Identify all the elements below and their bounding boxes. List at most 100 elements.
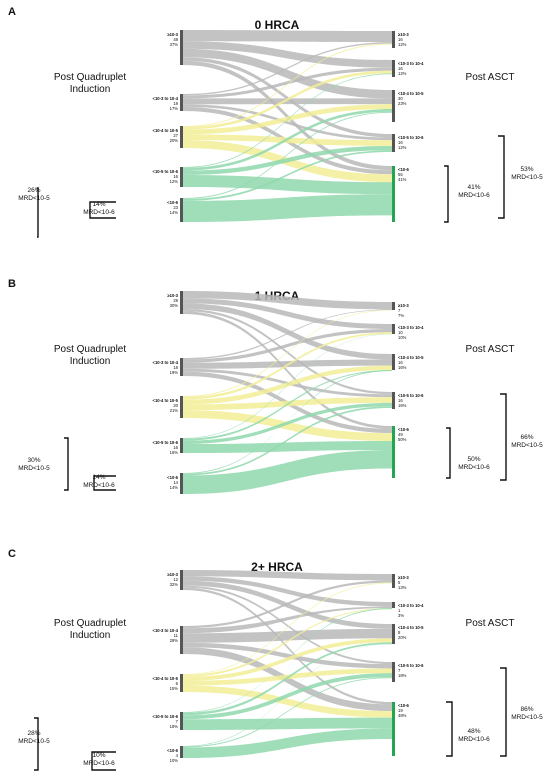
left-node-label: <10-4 to 10-5 6 15% [152, 676, 179, 691]
sankey-diagram [37, 30, 505, 238]
right-node-label: <10-6 49 50% [398, 427, 409, 442]
sankey-flow [183, 450, 392, 494]
right-node-bar [392, 602, 395, 608]
left-stage-label: Post Quadruplet Induction [53, 618, 127, 641]
left-node-bar [180, 94, 183, 111]
right-node-bar [392, 702, 395, 756]
left-node-bar [180, 674, 183, 692]
sankey-flow [183, 406, 392, 476]
sankey-flow [183, 291, 392, 310]
right-node-bar [392, 574, 395, 588]
right-stage-label: Post ASCT [465, 72, 515, 83]
right-node-bar [392, 662, 395, 682]
right-node-bar [392, 624, 395, 644]
left-node-label: <10-5 to 10-6 16 12% [152, 169, 179, 184]
sankey-flow [183, 311, 392, 429]
sankey-flow [183, 41, 392, 68]
left-node-bar [180, 396, 183, 418]
left-node-bar [180, 30, 183, 65]
panel-b: B 1 HRCA Post Quadruplet Induction Post … [0, 258, 554, 520]
right-node-bar [392, 166, 395, 222]
right-node-label: <10-6 55 41% [398, 167, 409, 182]
sankey-flow [183, 145, 392, 175]
sankey-flow [183, 638, 392, 681]
left-node-label: <10-3 to 10-4 11 28% [152, 628, 179, 643]
left-node-label: <10-4 to 10-5 20 21% [152, 398, 179, 413]
left-outer-bracket-label: 26% MRD<10-5 [18, 187, 50, 202]
sankey-flow [183, 332, 392, 400]
left-node-label: ≥10-3 48 37% [167, 32, 178, 47]
sankey-flow [183, 673, 392, 720]
sankey-flow [183, 642, 392, 669]
sankey-flow [183, 441, 392, 453]
sankey-diagram [34, 570, 507, 771]
right-stage-label: Post ASCT [465, 344, 515, 355]
right-inner-bracket-label: 41% MRD<10-6 [458, 184, 490, 199]
right-outer-bracket-label: 66% MRD<10-5 [511, 434, 543, 449]
right-node-label: <10-5 to 10-6 16 12% [398, 135, 424, 150]
panel-letter: B [8, 278, 16, 290]
sankey-flow [183, 298, 392, 330]
sankey-flow [183, 303, 392, 360]
sankey-flow [183, 717, 392, 730]
sankey-flow [183, 30, 392, 43]
left-node-label: <10-6 4 10% [167, 748, 178, 763]
right-outer-bracket [500, 667, 507, 757]
panel-a: A 0 HRCA Post Quadruplet Induction Post … [0, 0, 554, 258]
left-stage-label: Post Quadruplet Induction [53, 72, 127, 95]
sankey-flow [183, 57, 392, 138]
right-node-label: <10-4 to 10-5 8 20% [398, 625, 424, 640]
sankey-diagram [64, 291, 507, 494]
right-node-bar [392, 134, 395, 152]
right-node-bar [392, 324, 395, 334]
sankey-flow [183, 576, 392, 607]
right-node-label: <10-5 to 10-6 16 16% [398, 393, 424, 408]
panel-title: 0 HRCA [254, 18, 300, 32]
left-node-bar [180, 570, 183, 590]
sankey-flow [183, 585, 392, 664]
sankey-flow [183, 685, 392, 718]
right-node-bar [392, 60, 395, 77]
left-node-label: <10-3 to 10-4 18 19% [152, 360, 179, 375]
left-node-label: <10-6 23 14% [167, 200, 178, 215]
panel-c: C 2+ HRCA Post Quadruplet Induction Post… [0, 520, 554, 778]
left-node-bar [180, 126, 183, 148]
right-node-label: <10-6 19 48% [398, 703, 409, 718]
left-node-label: <10-4 to 10-5 27 20% [152, 128, 179, 143]
left-inner-bracket-label: 14% MRD<10-6 [83, 201, 115, 216]
left-node-bar [180, 473, 183, 494]
right-inner-bracket [446, 701, 453, 757]
left-outer-bracket [34, 717, 39, 771]
sankey-flow [183, 402, 392, 444]
right-inner-bracket [446, 427, 451, 479]
left-inner-bracket-label: 14% MRD<10-6 [83, 474, 115, 489]
right-node-label: ≥10-3 5 13% [398, 575, 409, 590]
sankey-flow [183, 67, 392, 99]
left-inner-bracket [89, 201, 116, 219]
right-node-bar [392, 392, 395, 409]
left-node-bar [180, 198, 183, 222]
sankey-flow [183, 194, 392, 222]
sankey-flow [183, 410, 392, 441]
right-inner-bracket-label: 50% MRD<10-6 [458, 456, 490, 471]
right-outer-bracket [498, 135, 505, 219]
left-node-label: <10-6 14 14% [167, 475, 178, 490]
sankey-flow [183, 329, 392, 363]
right-node-label: <10-3 to 10-4 10 10% [398, 325, 424, 340]
left-node-label: ≥10-3 29 30% [167, 293, 178, 308]
right-node-bar [392, 90, 395, 122]
right-node-label: <10-4 to 10-5 16 16% [398, 355, 424, 370]
left-outer-bracket-label: 28% MRD<10-5 [18, 730, 50, 745]
left-node-label: <10-5 to 10-6 16 16% [152, 440, 179, 455]
right-node-label: <10-3 to 10-4 1 3% [398, 603, 424, 618]
right-stage-label: Post ASCT [465, 618, 515, 629]
right-outer-bracket-label: 86% MRD<10-5 [511, 706, 543, 721]
sankey-flow [183, 150, 392, 201]
sankey-flow [183, 642, 392, 716]
sankey-flow [183, 308, 392, 395]
right-node-bar [392, 354, 395, 370]
sankey-flow [183, 606, 392, 634]
sankey-flow [183, 48, 392, 99]
sankey-flow [183, 728, 392, 758]
right-outer-bracket-label: 53% MRD<10-5 [511, 166, 543, 181]
